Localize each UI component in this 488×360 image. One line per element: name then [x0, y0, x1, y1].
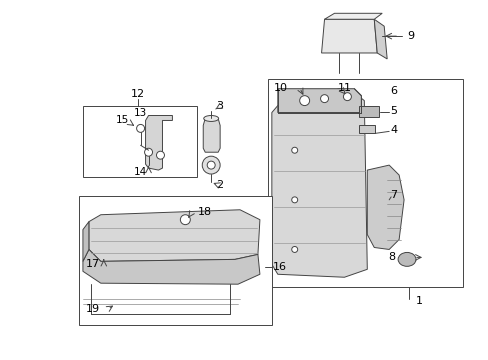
Circle shape [320, 95, 328, 103]
Polygon shape [277, 89, 361, 113]
Text: 6: 6 [390, 86, 397, 96]
Circle shape [291, 197, 297, 203]
Text: 1: 1 [415, 296, 422, 306]
Text: 17: 17 [85, 259, 100, 269]
Bar [79, 196, 271, 325]
Text: 10: 10 [273, 83, 287, 93]
Circle shape [156, 151, 164, 159]
Text: 4: 4 [390, 125, 397, 135]
Polygon shape [203, 118, 220, 152]
Text: 14: 14 [134, 167, 147, 177]
Circle shape [299, 96, 309, 105]
Bar [83, 105, 197, 177]
Text: 8: 8 [388, 252, 395, 262]
Ellipse shape [203, 116, 218, 121]
Polygon shape [83, 249, 260, 284]
Ellipse shape [202, 156, 220, 174]
Polygon shape [373, 19, 386, 59]
Circle shape [180, 215, 190, 225]
Text: 13: 13 [134, 108, 147, 117]
Polygon shape [321, 19, 376, 53]
Circle shape [343, 93, 351, 100]
Circle shape [144, 148, 152, 156]
Text: 12: 12 [130, 89, 144, 99]
Text: 2: 2 [216, 180, 223, 190]
Bar [359, 105, 379, 117]
Polygon shape [366, 165, 403, 249]
Circle shape [136, 125, 144, 132]
Ellipse shape [207, 161, 215, 169]
Text: 7: 7 [390, 190, 397, 200]
Polygon shape [145, 116, 172, 170]
Text: 3: 3 [216, 100, 223, 111]
Text: 9: 9 [407, 31, 414, 41]
Text: 5: 5 [390, 105, 397, 116]
Text: 11: 11 [337, 83, 351, 93]
Ellipse shape [397, 252, 415, 266]
Text: 16: 16 [272, 262, 286, 272]
Polygon shape [324, 13, 382, 19]
Circle shape [291, 247, 297, 252]
Text: 19: 19 [85, 304, 100, 314]
Polygon shape [271, 89, 366, 277]
Text: 18: 18 [198, 207, 212, 217]
Bar [267, 79, 462, 287]
Bar [359, 125, 374, 133]
Text: 15: 15 [116, 116, 129, 126]
Polygon shape [89, 210, 260, 261]
Circle shape [291, 147, 297, 153]
Polygon shape [83, 222, 89, 261]
